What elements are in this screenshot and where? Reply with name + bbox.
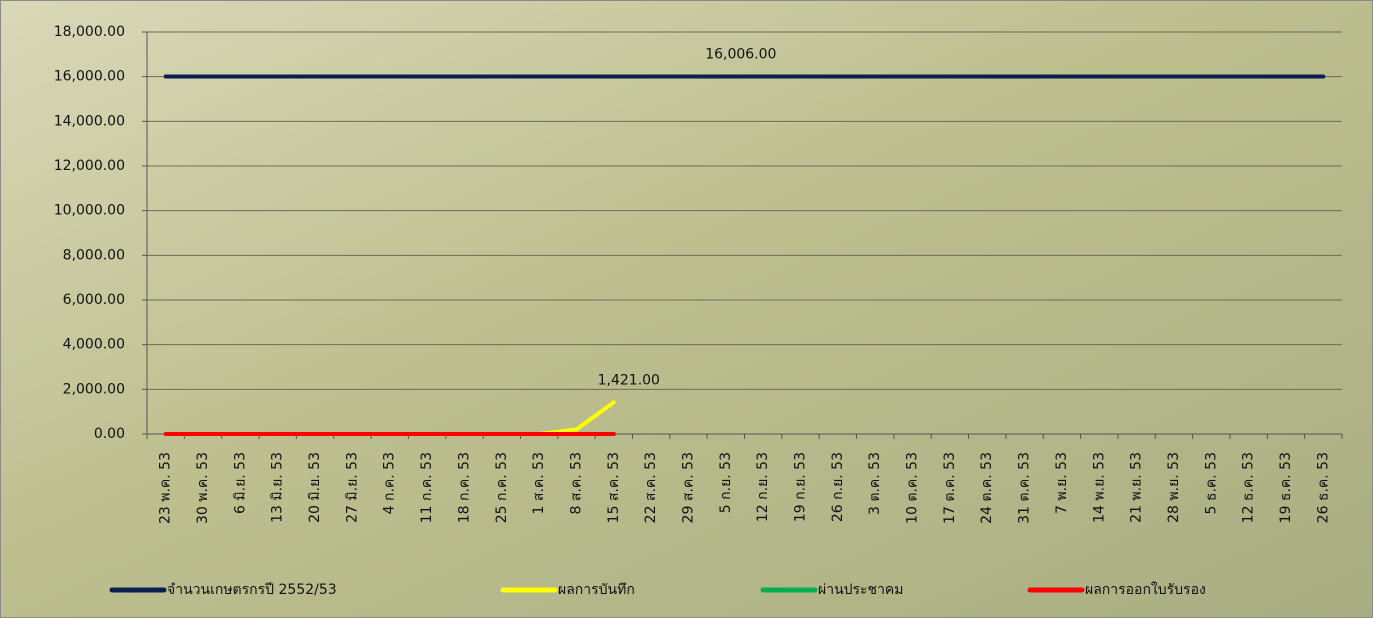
- x-tick-label: 29 ส.ค. 53: [680, 452, 696, 523]
- legend-label: จำนวนเกษตรกรปี 2552/53: [167, 582, 337, 598]
- x-tick-label: 11 ก.ค. 53: [419, 452, 435, 523]
- y-tick-label: 10,000.00: [54, 203, 125, 219]
- legend-label: ผ่านประชาคม: [818, 582, 904, 598]
- x-tick-label: 3 ต.ค. 53: [867, 452, 883, 515]
- x-tick-label: 1 ส.ค. 53: [531, 452, 547, 514]
- x-tick-label: 20 มิ.ย. 53: [307, 452, 323, 523]
- y-tick-label: 6,000.00: [63, 292, 125, 308]
- x-tick-label: 7 พ.ย. 53: [1054, 452, 1070, 514]
- x-tick-label: 24 ต.ค. 53: [979, 452, 995, 524]
- x-tick-label: 31 ต.ค. 53: [1017, 452, 1033, 524]
- x-tick-label: 12 ธ.ค. 53: [1241, 452, 1257, 523]
- x-tick-label: 28 พ.ย. 53: [1166, 452, 1182, 523]
- data-label: 1,421.00: [598, 372, 660, 388]
- x-tick-label: 6 มิ.ย. 53: [232, 452, 248, 514]
- x-tick-label: 30 พ.ค. 53: [195, 452, 211, 524]
- y-tick-label: 0.00: [94, 426, 125, 442]
- y-tick-label: 16,000.00: [54, 69, 125, 85]
- y-tick-label: 14,000.00: [54, 113, 125, 129]
- y-tick-label: 4,000.00: [63, 337, 125, 353]
- x-tick-label: 12 ก.ย. 53: [755, 452, 771, 522]
- y-tick-label: 12,000.00: [54, 158, 125, 174]
- x-tick-label: 25 ก.ค. 53: [494, 452, 510, 523]
- x-tick-label: 19 ก.ย. 53: [793, 452, 809, 522]
- x-tick-label: 5 ธ.ค. 53: [1203, 452, 1219, 514]
- x-tick-label: 26 ธ.ค. 53: [1315, 452, 1331, 523]
- x-tick-label: 8 ส.ค. 53: [568, 452, 584, 514]
- x-tick-label: 5 ก.ย. 53: [718, 452, 734, 513]
- x-tick-label: 10 ต.ค. 53: [905, 452, 921, 524]
- x-tick-label: 15 ส.ค. 53: [606, 452, 622, 523]
- x-tick-label: 14 พ.ย. 53: [1091, 452, 1107, 523]
- x-tick-label: 4 ก.ค. 53: [382, 452, 398, 514]
- legend-label: ผลการบันทึก: [558, 582, 635, 598]
- x-tick-label: 27 มิ.ย. 53: [344, 452, 360, 523]
- data-label: 16,006.00: [705, 47, 776, 63]
- x-tick-label: 13 มิ.ย. 53: [270, 452, 286, 523]
- x-tick-label: 26 ก.ย. 53: [830, 452, 846, 522]
- y-tick-label: 2,000.00: [63, 381, 125, 397]
- y-tick-label: 8,000.00: [63, 247, 125, 263]
- y-tick-label: 18,000.00: [54, 24, 125, 40]
- x-tick-label: 22 ส.ค. 53: [643, 452, 659, 523]
- x-tick-label: 21 พ.ย. 53: [1129, 452, 1145, 523]
- x-tick-label: 18 ก.ค. 53: [456, 452, 472, 523]
- x-tick-label: 17 ต.ค. 53: [942, 452, 958, 524]
- legend-label: ผลการออกใบรับรอง: [1085, 581, 1206, 598]
- x-tick-label: 19 ธ.ค. 53: [1278, 452, 1294, 523]
- x-tick-label: 23 พ.ค. 53: [158, 452, 174, 524]
